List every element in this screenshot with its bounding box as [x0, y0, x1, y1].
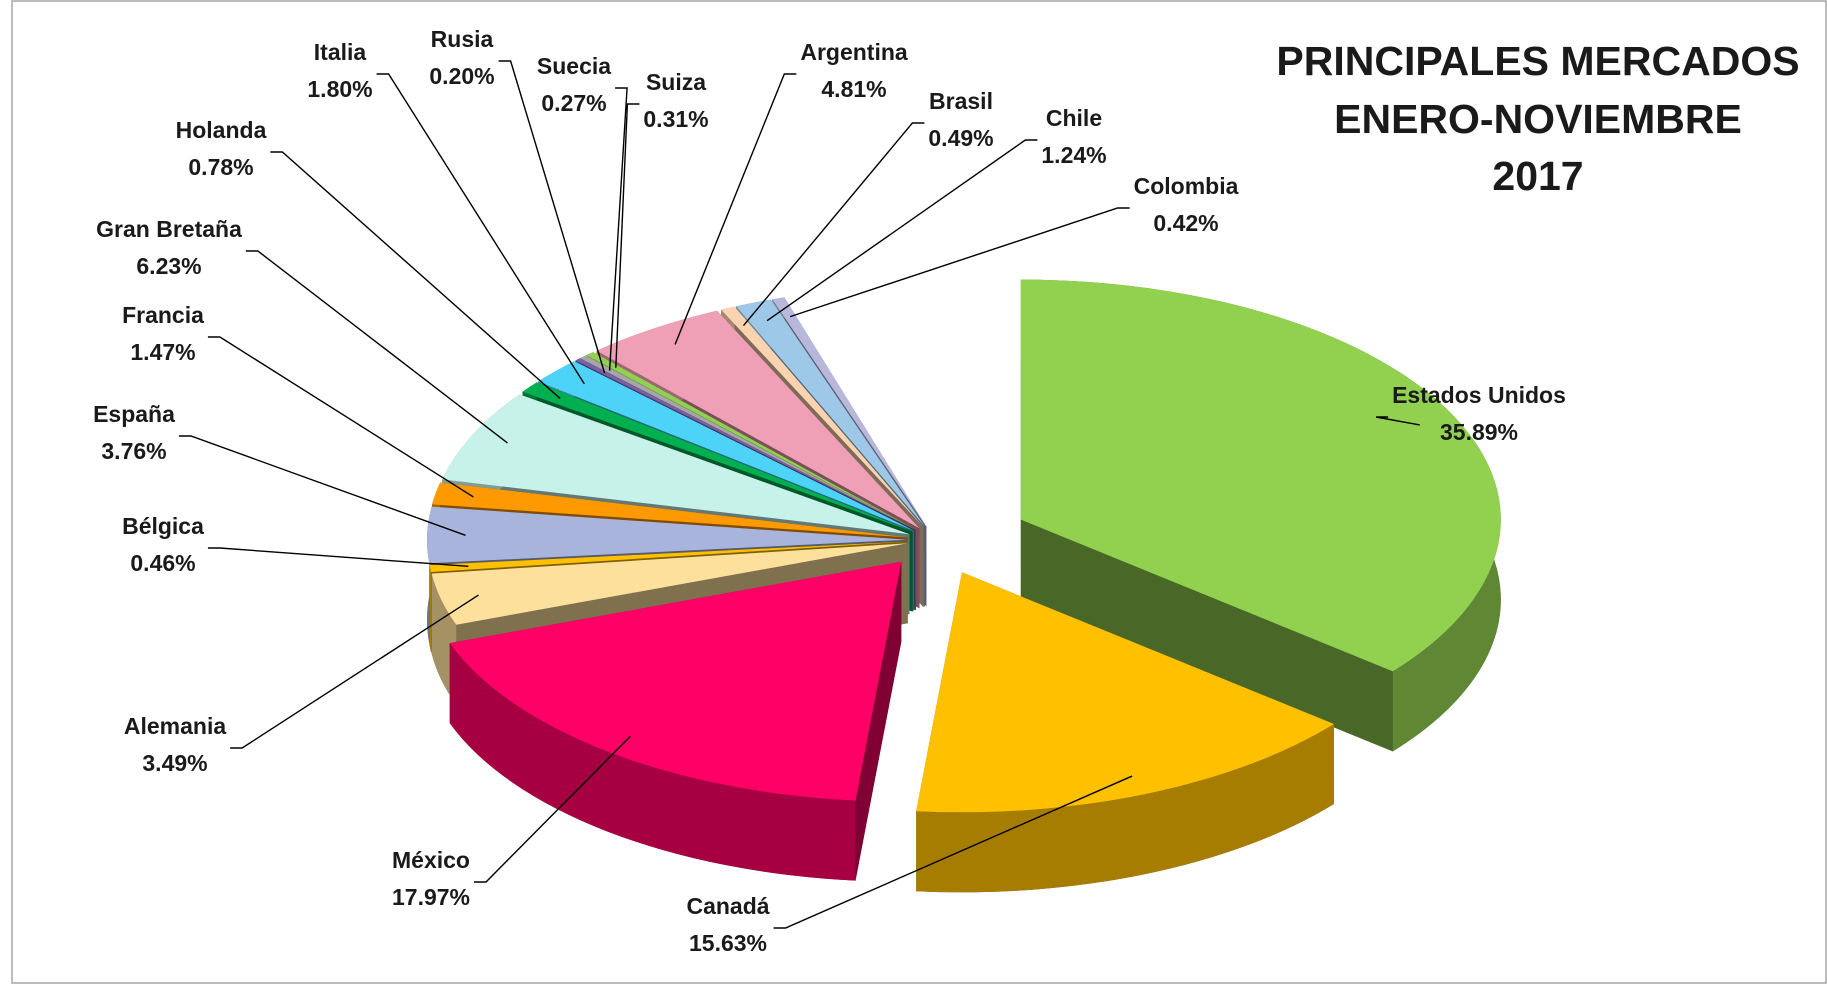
value-label: 0.27% [541, 90, 606, 116]
value-label: 0.49% [928, 125, 993, 151]
slice [427, 506, 908, 564]
slice-side [449, 643, 856, 881]
labels: Estados Unidos 35.89% Canadá 15.63% México 17… [93, 26, 1566, 956]
slice [442, 394, 910, 535]
slice [580, 355, 916, 530]
value-label: 15.63% [689, 930, 767, 956]
value-label: 0.20% [429, 63, 494, 89]
category-label: Estados Unidos [1392, 382, 1566, 408]
category-label: Argentina [800, 39, 908, 65]
category-label: Chile [1046, 105, 1102, 131]
value-label: 0.42% [1153, 210, 1218, 236]
value-label: 1.24% [1041, 142, 1106, 168]
slice-side [916, 723, 1334, 893]
leader-line [498, 60, 606, 374]
leader-line [376, 73, 585, 385]
slice [449, 561, 902, 801]
value-label: 35.89% [1440, 419, 1518, 445]
slice-side [429, 565, 432, 652]
leader-line [207, 547, 469, 568]
leader-line [773, 775, 1133, 929]
slice [596, 310, 920, 529]
category-label: España [93, 401, 175, 427]
leader-line [789, 207, 1130, 318]
category-label: Canadá [686, 893, 769, 919]
category-label: Bélgica [122, 513, 204, 539]
category-label: Rusia [431, 26, 494, 52]
slice [772, 297, 927, 527]
leader-line [474, 735, 632, 883]
leader-line [766, 139, 1038, 322]
leader-line [615, 103, 640, 368]
slice [721, 306, 924, 528]
slice [538, 361, 915, 531]
leader-line [245, 250, 508, 444]
chart-title: 2017 [1492, 153, 1583, 199]
slice [432, 482, 908, 538]
leader-line [674, 73, 797, 345]
slice [575, 358, 916, 531]
value-label: 0.31% [643, 106, 708, 132]
leader-line [742, 122, 925, 327]
leader-line [608, 87, 628, 371]
category-label: Gran Bretaña [96, 216, 242, 242]
value-label: 3.76% [101, 438, 166, 464]
slice [586, 352, 916, 530]
value-label: 6.23% [136, 253, 201, 279]
category-label: Suiza [646, 69, 706, 95]
leader-line [270, 151, 561, 400]
value-label: 1.47% [130, 339, 195, 365]
category-label: México [392, 847, 470, 873]
slice [1020, 279, 1501, 672]
slice [522, 382, 913, 532]
leader-line [1375, 416, 1420, 426]
value-label: 0.46% [130, 550, 195, 576]
slice [431, 543, 908, 625]
slice-wall [1020, 519, 1393, 752]
pie-tops [427, 279, 1501, 813]
slice [916, 572, 1334, 813]
category-label: Colombia [1134, 173, 1239, 199]
slice [429, 541, 908, 572]
leader-line [207, 336, 474, 498]
chart-title: PRINCIPALES MERCADOS [1276, 38, 1799, 84]
category-label: Alemania [124, 713, 226, 739]
value-label: 17.97% [392, 884, 470, 910]
slice [736, 299, 925, 527]
value-label: 0.78% [188, 154, 253, 180]
value-label: 4.81% [821, 76, 886, 102]
category-label: Italia [314, 39, 367, 65]
leader-line [230, 594, 479, 749]
category-label: Holanda [176, 117, 267, 143]
leader-line [178, 435, 466, 536]
category-label: Suecia [537, 53, 611, 79]
category-label: Brasil [929, 88, 993, 114]
chart-title: ENERO-NOVIEMBRE [1334, 96, 1742, 142]
value-label: 1.80% [307, 76, 372, 102]
category-label: Francia [122, 302, 204, 328]
value-label: 3.49% [142, 750, 207, 776]
